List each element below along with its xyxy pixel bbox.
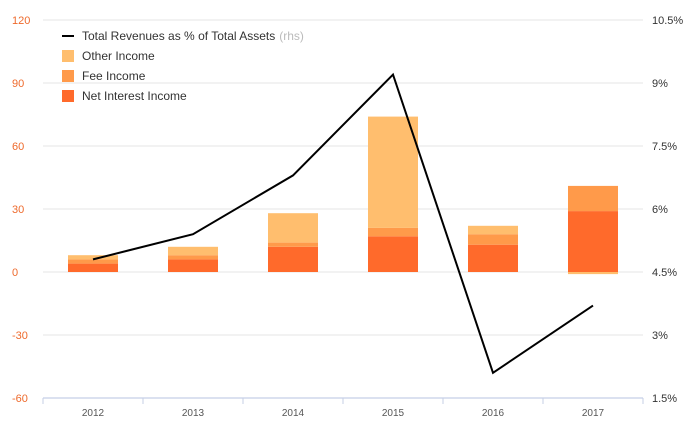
right-axis-tick-label: 7.5% xyxy=(652,141,677,153)
bar-fee-income xyxy=(568,185,618,212)
legend-label-other-income: Other Income xyxy=(82,49,155,63)
left-axis-tick-label: 120 xyxy=(12,15,30,27)
legend-label-fee-income: Fee Income xyxy=(82,69,146,83)
x-axis-tick-label: 2014 xyxy=(282,408,305,419)
left-axis-tick-label: -60 xyxy=(12,393,28,405)
x-axis-tick-label: 2016 xyxy=(482,408,505,419)
bar-other-income xyxy=(268,213,318,243)
bar-fee-income xyxy=(368,227,418,237)
legend-swatch-other-income xyxy=(62,50,74,62)
legend-swatch-net-interest-income xyxy=(62,90,74,102)
bar-net-interest-income xyxy=(368,236,418,272)
bar-fee-income xyxy=(268,242,318,247)
left-axis-tick-label: 90 xyxy=(12,78,24,90)
legend-label-rhs: (rhs) xyxy=(279,29,304,43)
x-axis-tick-label: 2015 xyxy=(382,408,405,419)
revenue-line xyxy=(92,72,594,375)
bar-other-income xyxy=(368,116,418,228)
right-axis-tick-label: 1.5% xyxy=(652,393,677,405)
legend-swatch-fee-income xyxy=(62,70,74,82)
right-axis-tick-label: 9% xyxy=(652,78,668,90)
bar-net-interest-income xyxy=(268,246,318,272)
legend-label-revenues: Total Revenues as % of Total Assets (rhs) xyxy=(82,29,304,43)
bar-other-income xyxy=(468,225,518,235)
left-axis-tick-label: 0 xyxy=(12,267,18,279)
bar-other-income xyxy=(68,255,118,260)
right-axis-tick-label: 10.5% xyxy=(652,15,683,27)
legend-label-revenues-text: Total Revenues as % of Total Assets xyxy=(82,29,275,43)
right-axis-tick-label: 4.5% xyxy=(652,267,677,279)
bars xyxy=(68,116,618,275)
bar-net-interest-income xyxy=(568,211,618,272)
axes: 120 10.5% 90 9% 60 7.5% 30 6% 0 4.5% -30 3% -60 1.5% 2… xyxy=(12,15,683,419)
bar-net-interest-income xyxy=(68,263,118,272)
left-axis-tick-label: -30 xyxy=(12,330,28,342)
bar-net-interest-income xyxy=(468,244,518,272)
legend: Total Revenues as % of Total Assets (rhs)… xyxy=(62,29,304,103)
bar-fee-income xyxy=(468,234,518,245)
x-axis-tick-label: 2017 xyxy=(582,408,605,419)
gridlines xyxy=(43,19,643,336)
right-axis-tick-label: 3% xyxy=(652,330,668,342)
left-axis-tick-label: 30 xyxy=(12,204,24,216)
x-axis-tick-label: 2013 xyxy=(182,408,205,419)
legend-label-net-interest-income: Net Interest Income xyxy=(82,89,187,103)
bar-fee-income xyxy=(168,255,218,260)
bar-fee-income xyxy=(68,259,118,264)
bar-other-income xyxy=(568,272,618,275)
left-axis-tick-label: 60 xyxy=(12,141,24,153)
x-axis-tick-label: 2012 xyxy=(82,408,105,419)
revenue-line-path xyxy=(92,72,594,375)
right-axis-tick-label: 6% xyxy=(652,204,668,216)
bar-other-income xyxy=(168,246,218,256)
bar-net-interest-income xyxy=(168,259,218,272)
